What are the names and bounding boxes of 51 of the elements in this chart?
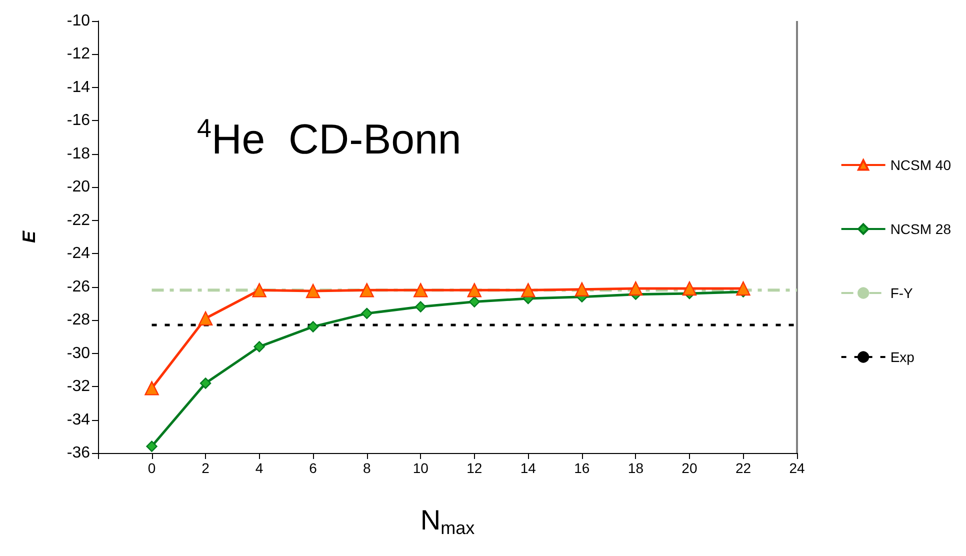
point — [307, 321, 319, 332]
point — [574, 282, 590, 296]
point — [414, 283, 428, 298]
x-tick-label: 2 — [202, 460, 210, 476]
y-tick-label: -18 — [66, 145, 90, 162]
legend-label: NCSM 28 — [890, 221, 952, 237]
point — [361, 308, 372, 320]
y-tick-label: -34 — [66, 411, 90, 428]
y-axis-title: E — [19, 230, 39, 244]
point — [521, 283, 536, 298]
x-tick-label: 18 — [628, 460, 644, 476]
legend-label: F-Y — [890, 285, 914, 301]
legend-label: Exp — [890, 349, 915, 365]
y-tick-label: -10 — [66, 12, 90, 30]
y-tick-label: -20 — [66, 178, 90, 196]
x-tick-label: 12 — [466, 460, 482, 476]
x-tick-label: 14 — [520, 460, 536, 476]
y-tick-label: -12 — [66, 46, 90, 63]
x-tick-label: 4 — [255, 460, 264, 476]
point — [306, 284, 320, 298]
x-tick-label: 20 — [682, 460, 698, 476]
point — [468, 296, 480, 308]
y-tick-label: -24 — [66, 245, 90, 262]
point — [360, 283, 374, 298]
x-tick-label: 16 — [574, 460, 590, 476]
y-tick-label: -22 — [66, 212, 90, 229]
point — [146, 440, 158, 452]
x-tick-label: 8 — [362, 460, 371, 476]
x-tick-label: 22 — [735, 460, 752, 476]
point — [628, 281, 643, 296]
point — [467, 283, 482, 298]
legend-label: NCSM 40 — [890, 157, 952, 173]
point — [254, 341, 265, 352]
y-tick-label: -28 — [66, 312, 90, 329]
y-tick-label: -26 — [66, 278, 90, 296]
point — [198, 311, 213, 326]
point — [736, 281, 750, 296]
x-tick-label: 10 — [412, 460, 429, 476]
x-tick-label: 6 — [309, 460, 318, 476]
point — [144, 381, 159, 396]
x-tick-label: 0 — [148, 460, 156, 476]
y-tick-label: -30 — [66, 344, 90, 362]
y-tick-label: -14 — [66, 78, 90, 96]
y-tick-label: -32 — [66, 378, 90, 396]
y-tick-label: -36 — [66, 444, 90, 462]
point — [200, 378, 212, 389]
point — [252, 283, 266, 298]
point — [415, 301, 426, 312]
y-tick-label: -16 — [66, 112, 90, 130]
point — [682, 281, 697, 296]
x-tick-label: 24 — [789, 460, 805, 476]
